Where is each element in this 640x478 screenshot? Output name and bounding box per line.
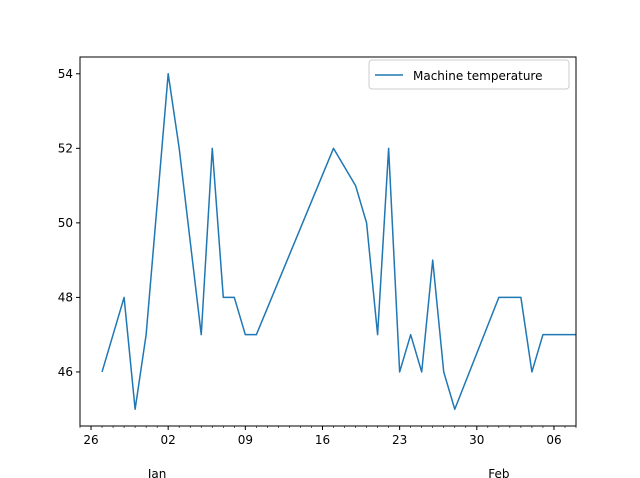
- y-tick-label: 48: [58, 290, 73, 304]
- axes: 46 48 50 52 54 26 02 09 16 23 30 06 Jan Feb: [58, 56, 577, 478]
- x-tick-label: 26: [83, 433, 98, 447]
- x-tick-label: 09: [238, 433, 253, 447]
- y-tick-label: 52: [58, 141, 73, 155]
- x-tick-label: 02: [161, 433, 176, 447]
- x-tick-label: 30: [469, 433, 484, 447]
- x-tick-label: 16: [315, 433, 330, 447]
- x-month-label: Jan: [147, 467, 167, 478]
- x-tick-label: 06: [546, 433, 561, 447]
- x-month-label: Feb: [488, 467, 509, 478]
- legend-label: Machine temperature: [413, 69, 542, 83]
- axes-frame: [79, 56, 577, 427]
- y-tick-label: 50: [58, 216, 73, 230]
- y-tick-label: 46: [58, 365, 73, 379]
- legend: Machine temperature: [368, 59, 570, 90]
- x-tick-label: 23: [392, 433, 407, 447]
- y-tick-label: 54: [58, 67, 73, 81]
- series-line-0: [101, 73, 576, 410]
- plot-area: [101, 73, 577, 410]
- legend-box: [368, 59, 570, 90]
